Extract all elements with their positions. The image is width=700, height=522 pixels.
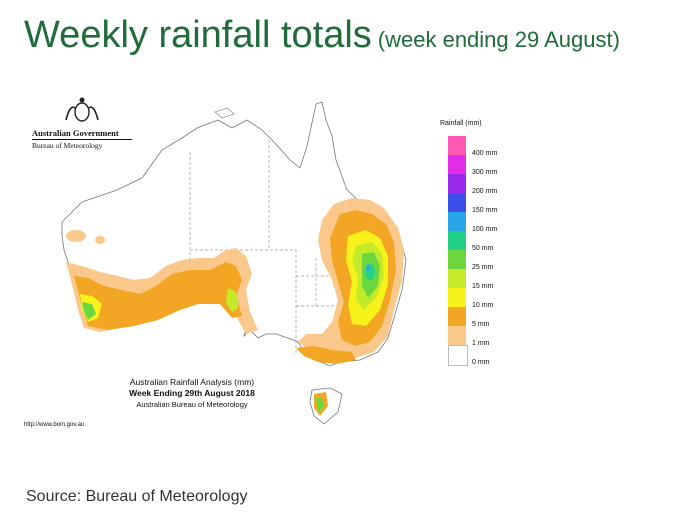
legend-swatch (448, 136, 466, 155)
legend-label: 15 mm (472, 283, 494, 290)
tas-rain-25mm (316, 398, 324, 412)
legend-swatch (448, 269, 466, 288)
legend-swatch (448, 345, 468, 366)
logo-line1: Australian Government (32, 128, 119, 138)
vic-rain-1mm (296, 346, 356, 364)
sw-wa-rain-15mm (226, 288, 238, 312)
rainfall-map-panel: Australian Government Bureau of Meteorol… (22, 90, 498, 440)
legend-swatch (448, 174, 466, 193)
legend-swatch (448, 155, 466, 174)
legend-swatch (448, 212, 466, 231)
legend-label: 5 mm (472, 321, 490, 328)
map-caption: Australian Rainfall Analysis (mm) Week E… (92, 377, 292, 410)
legend-label: 10 mm (472, 302, 494, 309)
legend-label: 25 mm (472, 264, 494, 271)
caption-line3: Australian Bureau of Meteorology (136, 400, 248, 409)
source-note: Source: Bureau of Meteorology (26, 488, 248, 505)
legend-label: 50 mm (472, 245, 494, 252)
coat-of-arms-icon (65, 97, 99, 122)
west-coast-patch-2 (95, 236, 105, 244)
west-coast-patch (66, 230, 86, 242)
sw-wa-rain-5mm (74, 262, 242, 330)
legend-swatch (448, 250, 466, 269)
legend-label: 0 mm (472, 359, 490, 366)
legend-swatch (448, 307, 466, 326)
legend-label: 400 mm (472, 150, 498, 157)
caption-line2: Week Ending 29th August 2018 (129, 388, 255, 398)
title-sub: (week ending 29 August) (377, 27, 620, 52)
australia-rainfall-map (61, 101, 407, 425)
legend-title: Rainfall (mm) (440, 120, 482, 127)
legend-label: 1 mm (472, 340, 490, 347)
east-rain-100mm (366, 265, 370, 271)
title-main: Weekly rainfall totals (24, 14, 372, 56)
legend-swatch (448, 326, 466, 345)
legend-label: 300 mm (472, 169, 498, 176)
page-title: Weekly rainfall totals (week ending 29 Au… (24, 14, 620, 57)
legend-swatch (448, 193, 466, 212)
sw-wa-rain-25mm (82, 302, 96, 320)
legend-swatch (448, 288, 466, 307)
bom-url: http://www.bom.gov.au (24, 422, 85, 428)
melville-island (214, 107, 235, 119)
caption-line1: Australian Rainfall Analysis (mm) (129, 377, 255, 387)
legend-label: 100 mm (472, 226, 498, 233)
legend-swatch (448, 231, 466, 250)
legend-label: 200 mm (472, 188, 498, 195)
legend-label: 150 mm (472, 207, 498, 214)
bom-logo: Australian Government Bureau of Meteorol… (32, 96, 132, 150)
logo-line2: Bureau of Meteorology (32, 139, 132, 150)
